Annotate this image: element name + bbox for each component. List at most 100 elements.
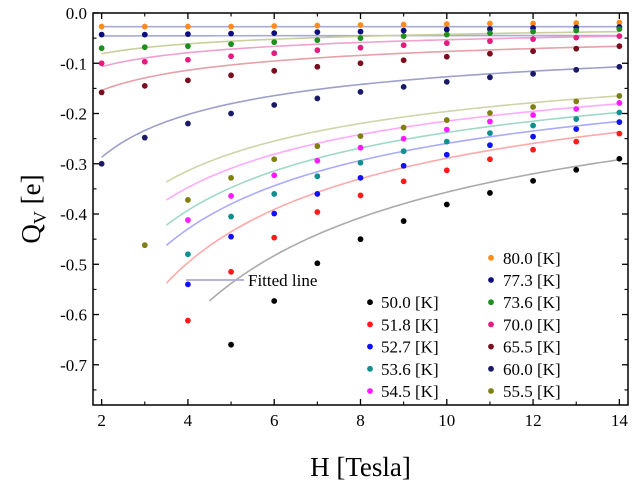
y-axis-title: QV [e] — [16, 174, 50, 243]
data-point-s9-1 — [228, 233, 234, 240]
data-point-s0-10 — [530, 20, 536, 27]
x-tick-label-1: 4 — [184, 411, 193, 430]
data-point-s2-2 — [185, 43, 191, 50]
data-point-s1-0 — [98, 31, 105, 38]
data-point-s4-11 — [573, 45, 580, 52]
data-point-s6-4 — [314, 143, 321, 150]
data-point-s1-1 — [141, 31, 148, 38]
data-point-s4-4 — [271, 67, 278, 74]
data-point-s4-8 — [443, 53, 450, 60]
data-point-s6-8 — [487, 110, 493, 116]
data-point-s5-7 — [400, 83, 407, 90]
data-point-s7-1 — [228, 193, 234, 199]
data-point-s8-1 — [228, 213, 234, 220]
data-point-s11-0 — [228, 341, 234, 348]
data-point-s9-4 — [357, 174, 364, 181]
legend-marker-2 — [367, 321, 373, 328]
data-point-s10-2 — [271, 234, 278, 241]
data-point-s1-9 — [487, 26, 493, 32]
y-tick-label-0: 0.0 — [66, 4, 87, 23]
data-point-s3-6 — [357, 44, 364, 51]
legend-marker-4 — [367, 365, 373, 372]
data-point-s6-1 — [185, 197, 191, 203]
data-point-s1-5 — [314, 29, 321, 35]
data-point-s10-9 — [573, 138, 580, 145]
data-point-s6-10 — [573, 98, 580, 105]
data-point-s10-0 — [185, 317, 191, 324]
legend-marker-r1 — [488, 277, 494, 283]
data-point-s9-10 — [616, 119, 623, 125]
data-point-s8-5 — [400, 148, 407, 155]
data-point-s11-9 — [616, 155, 623, 162]
fit-curve-11 — [208, 158, 620, 302]
y-tick-label-5: -0.5 — [60, 255, 87, 274]
data-point-s9-9 — [573, 126, 580, 132]
data-point-s0-1 — [141, 23, 148, 30]
data-point-s5-10 — [530, 70, 536, 77]
data-point-s6-11 — [616, 93, 623, 99]
data-point-s3-7 — [400, 42, 407, 49]
legend-label-r3: 70.0 [K] — [503, 315, 561, 334]
y-tick-label-4: -0.4 — [60, 205, 87, 224]
data-point-s0-4 — [271, 23, 278, 29]
data-point-s2-9 — [487, 30, 493, 36]
fit-curve-8 — [165, 111, 620, 226]
legend-marker-r3 — [488, 321, 494, 328]
legend-label-4: 53.6 [K] — [381, 360, 439, 379]
data-point-s0-0 — [98, 23, 105, 30]
data-point-s7-0 — [185, 217, 191, 223]
data-point-s11-7 — [530, 177, 536, 184]
data-point-s7-10 — [616, 100, 623, 106]
data-point-s5-5 — [314, 95, 321, 102]
data-point-s8-9 — [573, 116, 580, 122]
fit-curve-7 — [165, 102, 620, 201]
legend-label-5: 54.5 [K] — [381, 382, 439, 401]
data-point-s4-2 — [185, 77, 191, 84]
data-point-s2-5 — [314, 37, 321, 44]
data-point-s4-0 — [98, 89, 105, 96]
data-point-s6-5 — [357, 133, 364, 140]
data-point-s6-3 — [271, 156, 278, 163]
fit-curve-9 — [165, 120, 620, 247]
x-tick-label-3: 8 — [356, 411, 365, 430]
y-tick-label-6: -0.6 — [60, 306, 87, 325]
data-point-s8-7 — [487, 130, 493, 137]
data-point-s0-12 — [616, 19, 623, 26]
data-point-s2-12 — [616, 26, 623, 32]
data-point-s7-8 — [530, 112, 536, 118]
fit-curve-6 — [165, 95, 620, 183]
data-point-s7-6 — [443, 126, 450, 133]
data-point-s7-3 — [314, 157, 321, 164]
data-point-s6-7 — [443, 117, 450, 123]
data-point-s0-2 — [185, 23, 191, 30]
legend-label-r1: 77.3 [K] — [503, 271, 561, 290]
legend-label-r6: 55.5 [K] — [503, 382, 561, 401]
data-point-s5-9 — [487, 74, 493, 81]
x-tick-label-4: 10 — [438, 411, 455, 430]
data-point-s9-5 — [400, 162, 407, 169]
data-point-s11-4 — [400, 218, 407, 224]
data-point-s11-3 — [357, 236, 364, 243]
legend-marker-r6 — [488, 388, 494, 394]
data-point-s6-9 — [530, 104, 536, 110]
data-point-s6-6 — [400, 124, 407, 131]
data-point-s10-8 — [530, 146, 536, 153]
data-point-s8-4 — [357, 159, 364, 166]
data-point-s3-2 — [185, 56, 191, 63]
legend-fitted-line-label: Fitted line — [248, 271, 317, 290]
x-tick-label-2: 6 — [270, 411, 279, 430]
data-point-s6-0 — [141, 242, 148, 249]
y-axis-title-subscript: V — [30, 211, 50, 224]
data-point-s5-8 — [443, 78, 450, 85]
axis-ticks: 2 4 6 8 10 12 14 0.0 -0.1 -0.2 -0.3 -0.4 -0.5 -0.6 -0.… — [60, 4, 628, 430]
data-point-s2-3 — [228, 41, 234, 48]
data-point-s11-2 — [314, 260, 321, 267]
legend-label-r0: 80.0 [K] — [503, 249, 561, 268]
data-point-s7-2 — [271, 172, 278, 179]
data-point-s0-11 — [573, 20, 580, 26]
data-point-s4-12 — [616, 43, 623, 50]
fit-curve-5 — [101, 66, 620, 158]
legend: Fitted line 50.0 [K] 51.8 [K] 52.7 [K] 53.6 … — [186, 249, 561, 401]
legend-label-r2: 73.6 [K] — [503, 293, 561, 312]
